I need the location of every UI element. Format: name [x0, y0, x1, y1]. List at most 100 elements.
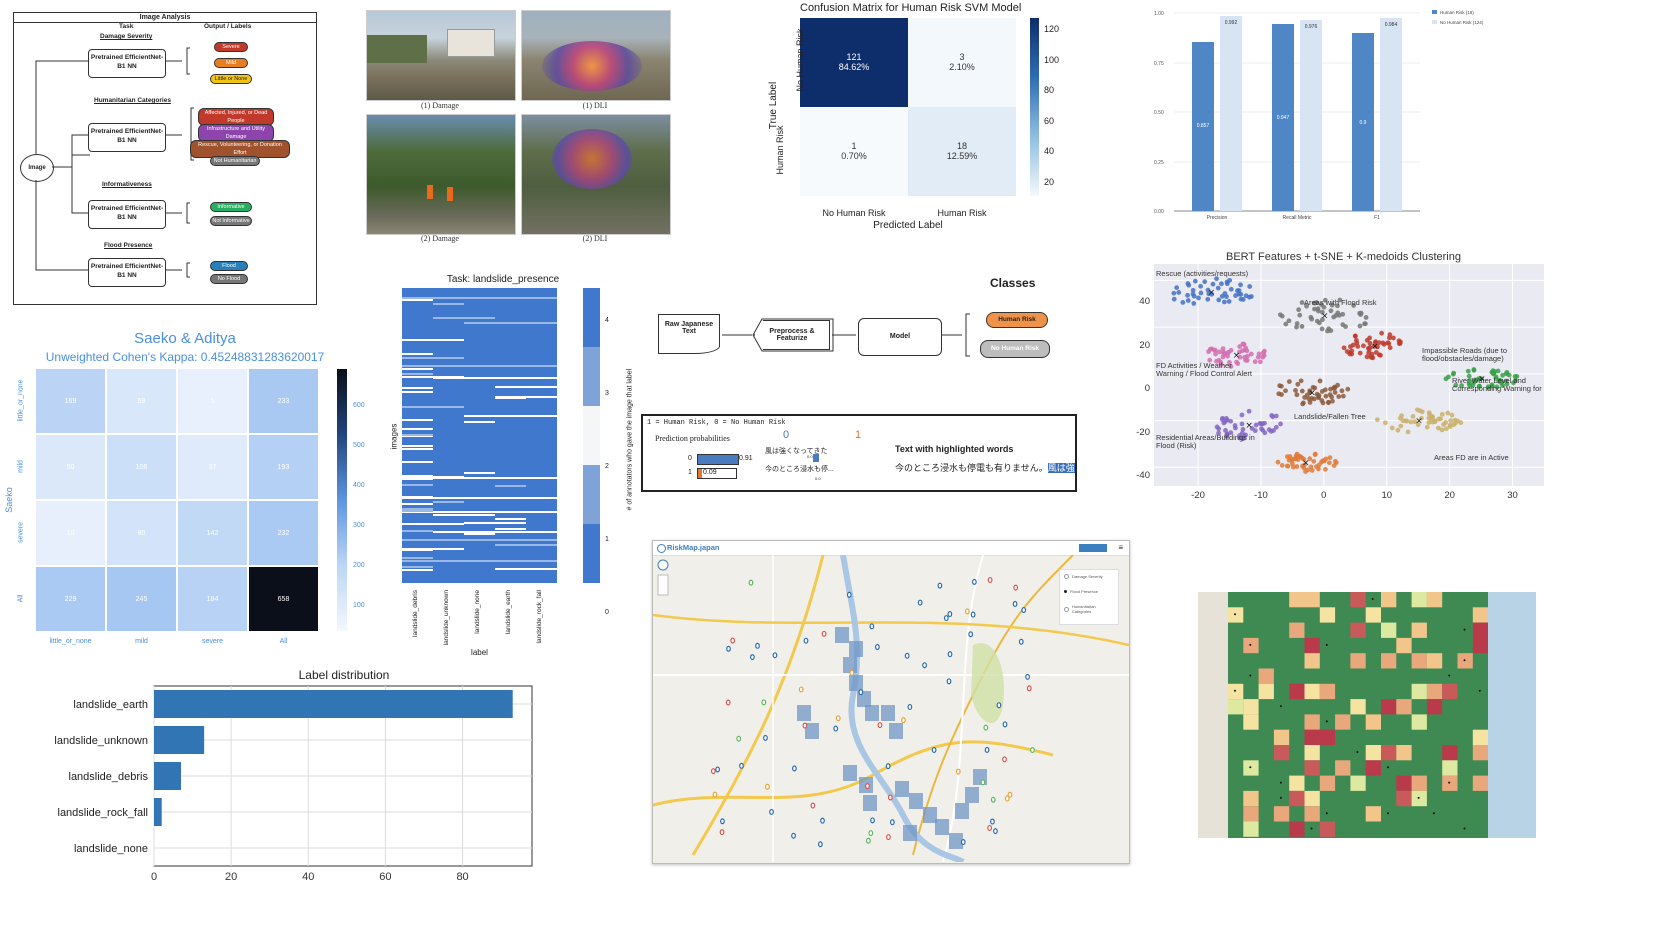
- map-marker-icon[interactable]: [947, 651, 953, 658]
- map-marker-icon[interactable]: [719, 829, 725, 836]
- flood-risk-block[interactable]: [843, 765, 857, 781]
- map-marker-icon[interactable]: [874, 644, 880, 651]
- map-marker-icon[interactable]: [1030, 747, 1035, 754]
- map-marker-icon[interactable]: [715, 766, 721, 773]
- map-marker-icon[interactable]: [791, 832, 796, 839]
- map-marker-icon[interactable]: [720, 818, 725, 825]
- map-marker-icon[interactable]: [886, 834, 891, 841]
- map-marker-icon[interactable]: [1025, 673, 1030, 680]
- map-marker-icon[interactable]: [946, 678, 952, 685]
- map-marker-icon[interactable]: [725, 699, 731, 706]
- map-marker-icon[interactable]: [937, 582, 943, 589]
- map-marker-icon[interactable]: [769, 808, 774, 815]
- flood-risk-block[interactable]: [863, 795, 877, 811]
- map-marker-icon[interactable]: [983, 724, 989, 731]
- map-marker-icon[interactable]: [907, 703, 913, 710]
- flood-risk-block[interactable]: [903, 825, 917, 841]
- flood-risk-block[interactable]: [881, 705, 895, 721]
- map-marker-icon[interactable]: [955, 768, 961, 775]
- riskmap-legend-item[interactable]: Flood Presence: [1064, 589, 1114, 594]
- map-marker-icon[interactable]: [748, 579, 754, 586]
- map-marker-icon[interactable]: [1026, 685, 1032, 692]
- map-marker-icon[interactable]: [984, 746, 990, 753]
- map-marker-icon[interactable]: [1012, 600, 1018, 607]
- map-marker-icon[interactable]: [931, 746, 937, 753]
- riskmap-map[interactable]: [653, 555, 1129, 862]
- map-marker-icon[interactable]: [964, 608, 970, 615]
- map-marker-icon[interactable]: [761, 699, 767, 706]
- map-marker-icon[interactable]: [858, 689, 864, 696]
- flood-risk-block[interactable]: [797, 705, 811, 721]
- map-marker-icon[interactable]: [947, 611, 953, 618]
- map-locate-icon[interactable]: [657, 559, 669, 571]
- flood-risk-block[interactable]: [849, 675, 863, 691]
- map-marker-icon[interactable]: [960, 839, 966, 846]
- map-marker-icon[interactable]: [846, 591, 852, 598]
- map-marker-icon[interactable]: [869, 623, 875, 630]
- flood-risk-block[interactable]: [923, 807, 937, 823]
- map-marker-icon[interactable]: [817, 841, 823, 848]
- map-marker-icon[interactable]: [1002, 721, 1008, 728]
- flood-risk-block[interactable]: [849, 641, 863, 657]
- flood-risk-block[interactable]: [895, 781, 909, 797]
- flood-risk-block[interactable]: [835, 627, 849, 643]
- map-marker-icon[interactable]: [993, 828, 998, 835]
- riskmap-lang-button[interactable]: [1079, 544, 1107, 552]
- flood-risk-block[interactable]: [843, 657, 857, 673]
- map-marker-icon[interactable]: [996, 702, 1002, 709]
- map-marker-icon[interactable]: [835, 715, 841, 722]
- flood-risk-block[interactable]: [865, 705, 879, 721]
- map-marker-icon[interactable]: [970, 611, 976, 618]
- flood-risk-block[interactable]: [949, 833, 963, 849]
- flood-risk-block[interactable]: [935, 819, 949, 835]
- map-marker-icon[interactable]: [755, 642, 760, 649]
- map-marker-icon[interactable]: [1013, 584, 1019, 591]
- map-marker-icon[interactable]: [765, 783, 770, 790]
- map-marker-icon[interactable]: [990, 818, 995, 825]
- map-marker-icon[interactable]: [763, 734, 768, 741]
- map-marker-icon[interactable]: [810, 802, 816, 809]
- map-marker-icon[interactable]: [987, 576, 993, 583]
- map-marker-icon[interactable]: [885, 763, 891, 770]
- riskmap-legend-item[interactable]: Damage Severity: [1064, 574, 1114, 579]
- map-marker-icon[interactable]: [749, 654, 755, 661]
- map-marker-icon[interactable]: [1021, 607, 1027, 614]
- map-marker-icon[interactable]: [901, 717, 906, 724]
- map-marker-icon[interactable]: [1018, 638, 1024, 645]
- map-marker-icon[interactable]: [990, 796, 996, 803]
- map-marker-icon[interactable]: [736, 735, 742, 742]
- map-marker-icon[interactable]: [917, 599, 923, 606]
- map-marker-icon[interactable]: [865, 783, 870, 790]
- map-marker-icon[interactable]: [922, 662, 927, 669]
- map-marker-icon[interactable]: [865, 837, 871, 844]
- map-marker-icon[interactable]: [889, 819, 895, 826]
- map-marker-icon[interactable]: [833, 725, 839, 732]
- riskmap-legend-item[interactable]: Humanitarian Categories: [1064, 604, 1114, 614]
- flood-risk-block[interactable]: [909, 793, 923, 809]
- map-marker-icon[interactable]: [1007, 791, 1013, 798]
- map-marker-icon[interactable]: [821, 630, 827, 637]
- map-marker-icon[interactable]: [887, 794, 893, 801]
- flood-risk-block[interactable]: [889, 723, 903, 739]
- map-marker-icon[interactable]: [968, 631, 974, 638]
- map-marker-icon[interactable]: [868, 830, 874, 837]
- map-marker-icon[interactable]: [849, 669, 855, 676]
- map-marker-icon[interactable]: [730, 637, 736, 644]
- flood-risk-block[interactable]: [805, 723, 819, 739]
- map-marker-icon[interactable]: [877, 722, 883, 729]
- map-marker-icon[interactable]: [772, 652, 778, 659]
- flood-risk-block[interactable]: [965, 787, 979, 803]
- map-marker-icon[interactable]: [971, 578, 977, 585]
- map-marker-icon[interactable]: [791, 765, 797, 772]
- map-marker-icon[interactable]: [1002, 756, 1007, 763]
- map-marker-icon[interactable]: [904, 652, 910, 659]
- map-marker-icon[interactable]: [802, 722, 808, 729]
- map-marker-icon[interactable]: [943, 615, 949, 622]
- map-marker-icon[interactable]: [820, 817, 825, 824]
- map-marker-icon[interactable]: [726, 645, 731, 652]
- map-marker-icon[interactable]: [798, 686, 804, 693]
- map-marker-icon[interactable]: [980, 779, 986, 786]
- map-marker-icon[interactable]: [1004, 795, 1010, 802]
- flood-risk-block[interactable]: [955, 803, 969, 819]
- map-marker-icon[interactable]: [712, 791, 718, 798]
